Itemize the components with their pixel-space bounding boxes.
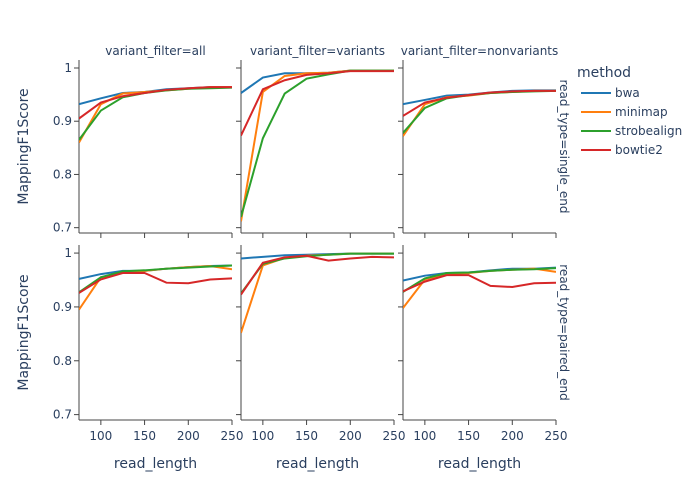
- series-line-strobealign: [241, 69, 394, 218]
- x-tick-label: 250: [221, 429, 244, 443]
- y-tick-label: 0.9: [53, 114, 72, 128]
- series-line-minimap: [79, 264, 232, 311]
- series-line-minimap: [79, 86, 232, 144]
- series-line-bowtie2: [79, 86, 232, 120]
- y-tick-label: 0.7: [53, 221, 72, 235]
- series-line-strobealign: [79, 264, 232, 294]
- legend-label-bwa: bwa: [615, 86, 640, 100]
- y-tick-label: 1: [64, 246, 72, 260]
- y-tick-label: 0.7: [53, 408, 72, 422]
- legend-label-bowtie2: bowtie2: [615, 143, 663, 157]
- x-tick-label: 100: [251, 429, 274, 443]
- x-tick-label: 200: [501, 429, 524, 443]
- x-tick-label: 250: [383, 429, 406, 443]
- series-line-strobealign: [241, 252, 394, 295]
- y-tick-label: 0.8: [53, 354, 72, 368]
- series-line-strobealign: [403, 267, 556, 293]
- series-line-minimap: [403, 89, 556, 137]
- column-facet-title: variant_filter=variants: [250, 44, 385, 58]
- y-tick-label: 1: [64, 61, 72, 75]
- x-tick-label: 100: [89, 429, 112, 443]
- y-axis-title: MappingF1Score: [16, 88, 32, 204]
- series-line-minimap: [241, 69, 394, 222]
- y-axis-title: MappingF1Score: [16, 274, 32, 390]
- series-line-minimap: [241, 252, 394, 334]
- series-line-bowtie2: [241, 254, 394, 296]
- series-line-bowtie2: [241, 70, 394, 137]
- x-tick-label: 250: [545, 429, 568, 443]
- x-axis-title: read_length: [438, 456, 521, 472]
- legend-label-strobealign: strobealign: [615, 124, 682, 138]
- row-facet-title: read_type=single_end: [557, 79, 571, 213]
- column-facet-title: variant_filter=nonvariants: [401, 44, 559, 58]
- x-tick-label: 200: [177, 429, 200, 443]
- series-line-bowtie2: [403, 89, 556, 117]
- x-tick-label: 150: [133, 429, 156, 443]
- series-line-bowtie2: [403, 274, 556, 293]
- row-facet-title: read_type=paired_end: [557, 264, 571, 400]
- y-tick-label: 0.9: [53, 300, 72, 314]
- series-line-strobealign: [403, 89, 556, 134]
- x-axis-title: read_length: [276, 456, 359, 472]
- x-axis-title: read_length: [114, 456, 197, 472]
- series-line-bowtie2: [79, 272, 232, 294]
- legend-title: method: [577, 65, 631, 81]
- y-tick-label: 0.8: [53, 167, 72, 181]
- x-tick-label: 100: [413, 429, 436, 443]
- x-tick-label: 200: [339, 429, 362, 443]
- x-tick-label: 150: [457, 429, 480, 443]
- legend-label-minimap: minimap: [615, 105, 668, 119]
- x-tick-label: 150: [295, 429, 318, 443]
- column-facet-title: variant_filter=all: [105, 44, 205, 58]
- series-line-strobealign: [79, 86, 232, 141]
